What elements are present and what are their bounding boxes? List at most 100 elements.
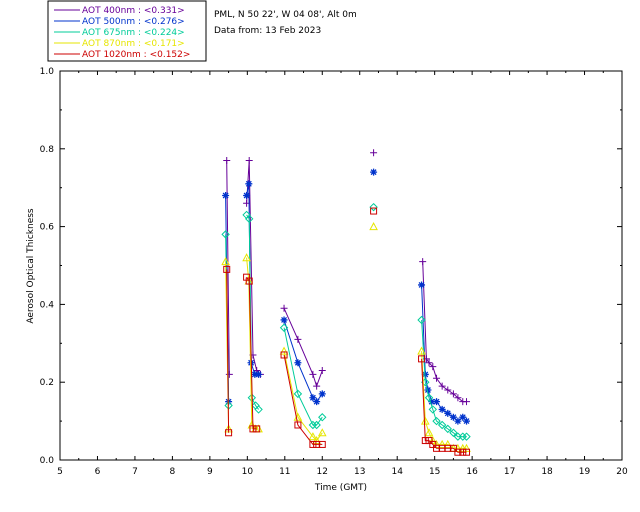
data-point xyxy=(242,253,251,262)
legend-label-675: AOT 675nm : <0.224> xyxy=(82,28,185,38)
data-point xyxy=(245,180,253,188)
data-point xyxy=(312,435,321,445)
y-axis-title: Aerosol Optical Thickness xyxy=(26,208,36,324)
data-point xyxy=(432,416,441,426)
data-point xyxy=(459,448,467,456)
series-line xyxy=(225,214,467,438)
y-tick-label: 0.2 xyxy=(40,378,54,388)
data-point xyxy=(417,346,426,355)
date-info: Data from: 13 Feb 2023 xyxy=(214,26,321,36)
data-point xyxy=(280,316,288,324)
data-point xyxy=(309,440,317,448)
x-tick-label: 11 xyxy=(279,467,290,477)
data-point xyxy=(438,382,446,390)
data-point xyxy=(433,374,441,382)
data-point xyxy=(449,444,457,452)
y-tick-label: 0.8 xyxy=(40,145,55,155)
data-point xyxy=(438,405,446,413)
axis-ticks: 5 6 7 8 9 10 11 12 13 14 15 16 17 18 19 20 0.0 0.2 0.4 0.6 0… xyxy=(40,67,628,477)
legend-label-400: AOT 400nm : <0.331> xyxy=(82,6,185,16)
data-point xyxy=(437,439,447,448)
legend-entry: AOT 675nm : <0.224> xyxy=(54,28,185,38)
y-tick-label: 0.0 xyxy=(40,456,55,466)
data-point xyxy=(222,191,230,199)
data-point xyxy=(463,417,471,425)
series-line xyxy=(226,269,467,453)
legend-entry: AOT 1020nm : <0.152> xyxy=(54,50,190,60)
data-point xyxy=(428,435,438,445)
data-point xyxy=(459,413,467,421)
data-point xyxy=(318,390,326,398)
data-point xyxy=(223,265,231,273)
x-tick-label: 8 xyxy=(170,467,176,477)
series-aot-400nm xyxy=(223,149,471,406)
data-point xyxy=(225,370,233,378)
legend-label-500: AOT 500nm : <0.276> xyxy=(82,17,185,27)
data-point xyxy=(280,351,288,359)
legend-box xyxy=(47,0,207,62)
data-point xyxy=(369,202,378,212)
data-point xyxy=(454,394,462,402)
series-aot-1020nm xyxy=(223,207,471,456)
data-point xyxy=(294,335,302,343)
data-point xyxy=(247,420,257,429)
data-point xyxy=(370,149,378,157)
x-tick-label: 10 xyxy=(242,467,254,477)
data-point xyxy=(279,346,289,355)
data-point xyxy=(254,405,263,414)
data-point xyxy=(454,448,462,456)
data-point xyxy=(313,382,321,390)
data-point xyxy=(432,439,441,448)
data-point xyxy=(424,428,434,437)
data-point xyxy=(463,398,471,406)
data-point xyxy=(418,355,426,363)
x-tick-label: 17 xyxy=(504,467,515,477)
x-tick-label: 18 xyxy=(541,467,553,477)
data-point xyxy=(449,413,457,421)
data-point xyxy=(308,420,318,430)
x-tick-label: 16 xyxy=(466,467,478,477)
data-point xyxy=(318,440,326,448)
data-point xyxy=(419,258,427,266)
data-point xyxy=(294,359,302,367)
data-point xyxy=(255,370,263,378)
data-point xyxy=(294,421,302,429)
site-info: PML, N 50 22', W 04 08', Alt 0m xyxy=(214,10,357,20)
data-point xyxy=(449,428,458,437)
data-point xyxy=(437,420,447,430)
data-point xyxy=(223,156,231,164)
series-aot-675nm xyxy=(221,202,471,441)
data-point xyxy=(309,370,317,378)
y-tick-label: 0.4 xyxy=(40,300,55,310)
x-tick-label: 5 xyxy=(57,467,63,477)
x-tick-label: 19 xyxy=(579,467,591,477)
x-tick-label: 15 xyxy=(429,467,440,477)
legend-label-1020: AOT 1020nm : <0.152> xyxy=(82,50,190,60)
x-tick-label: 6 xyxy=(95,467,101,477)
data-point xyxy=(249,425,257,433)
x-tick-label: 7 xyxy=(132,467,138,477)
data-point xyxy=(462,443,471,452)
data-point xyxy=(458,432,467,441)
data-point xyxy=(317,428,327,437)
data-point xyxy=(421,437,429,445)
data-point xyxy=(425,359,433,367)
series-aot-500nm xyxy=(222,168,471,425)
data-point xyxy=(424,393,434,402)
data-point xyxy=(428,405,438,414)
data-point xyxy=(444,386,452,394)
series-layer xyxy=(221,149,471,456)
plot-frame xyxy=(59,70,623,461)
x-tick-label: 9 xyxy=(207,467,213,477)
data-point xyxy=(221,230,230,239)
legend-entry: AOT 400nm : <0.331> xyxy=(54,6,185,16)
series-line xyxy=(226,160,467,403)
series-aot-870nm xyxy=(221,222,471,452)
data-point xyxy=(444,409,452,417)
y-tick-label: 1.0 xyxy=(40,67,55,77)
data-point xyxy=(370,168,378,176)
data-point xyxy=(309,394,317,402)
data-point xyxy=(370,207,378,215)
data-point xyxy=(463,448,471,456)
